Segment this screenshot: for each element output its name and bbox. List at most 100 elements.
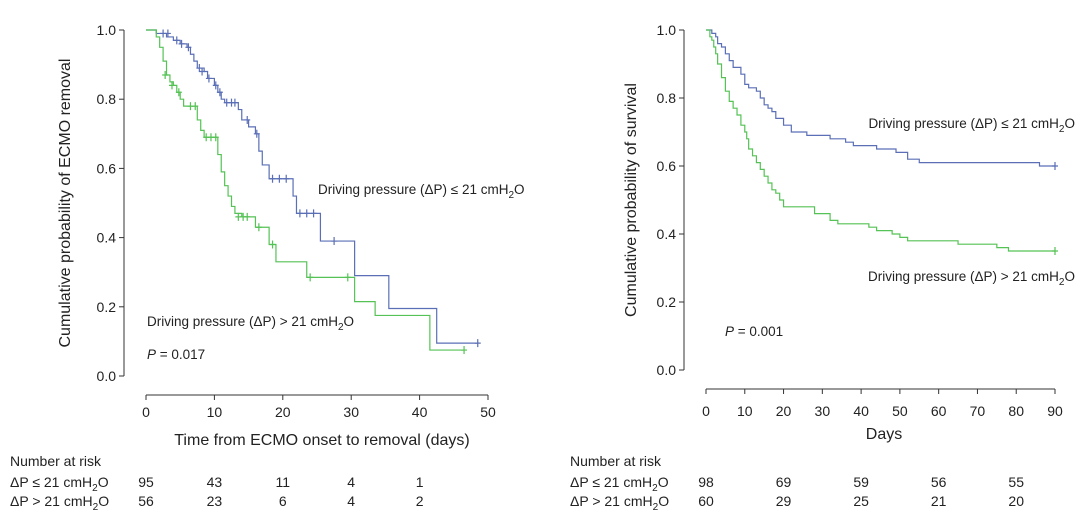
censor-mark bbox=[196, 64, 203, 73]
censor-mark bbox=[164, 29, 171, 38]
y-tick-label: 0.4 bbox=[97, 230, 117, 246]
censor-mark bbox=[212, 133, 219, 142]
risk-value: 29 bbox=[776, 493, 792, 509]
censor-mark bbox=[474, 339, 481, 348]
x-tick-label: 30 bbox=[343, 404, 359, 420]
risk-row-label: ΔP > 21 cmH2O bbox=[570, 493, 669, 513]
x-tick-label: 80 bbox=[1008, 403, 1024, 419]
y-tick-label: 1.0 bbox=[97, 22, 117, 38]
y-tick-label: 0.0 bbox=[657, 362, 677, 378]
risk-table: Number at risk ΔP ≤ 21 cmH2O 98 69 59 56 55 ΔP … bbox=[570, 453, 1024, 513]
censor-mark bbox=[212, 81, 219, 90]
x-tick-label: 90 bbox=[1047, 403, 1063, 419]
risk-table-title: Number at risk bbox=[10, 453, 102, 469]
risk-table-title: Number at risk bbox=[570, 453, 662, 469]
censor-mark bbox=[255, 223, 262, 232]
censor-mark bbox=[461, 346, 468, 355]
y-tick-label: 0.6 bbox=[657, 158, 677, 174]
censor-mark bbox=[162, 70, 169, 79]
risk-value: 98 bbox=[698, 474, 714, 490]
risk-value: 60 bbox=[698, 493, 714, 509]
censor-mark bbox=[192, 102, 199, 111]
risk-value: 69 bbox=[776, 474, 792, 490]
censor-mark bbox=[244, 212, 251, 221]
x-tick-label: 30 bbox=[815, 403, 831, 419]
censor-mark bbox=[168, 81, 175, 90]
censor-mark bbox=[178, 39, 185, 48]
risk-value: 21 bbox=[931, 493, 947, 509]
series-line-1 bbox=[706, 29, 1055, 167]
series-label-1: Driving pressure (ΔP) ≤ 21 cmH2O bbox=[868, 116, 1075, 135]
censor-mark bbox=[1052, 162, 1058, 170]
risk-value: 25 bbox=[853, 493, 869, 509]
risk-value: 1 bbox=[416, 474, 424, 490]
censor-mark bbox=[296, 209, 303, 218]
x-tick-label: 40 bbox=[412, 404, 428, 420]
x-tick-label: 70 bbox=[970, 403, 986, 419]
y-tick-label: 0.8 bbox=[657, 90, 677, 106]
y-tick-label: 1.0 bbox=[657, 22, 677, 38]
censor-mark bbox=[344, 273, 351, 282]
y-tick-label: 0.6 bbox=[97, 160, 117, 176]
risk-value: 2 bbox=[416, 493, 424, 509]
censor-mark bbox=[1052, 247, 1058, 255]
y-tick-label: 0.2 bbox=[97, 299, 117, 315]
y-axis-title: Cumulative probability of survival bbox=[623, 83, 640, 317]
x-tick-label: 20 bbox=[275, 404, 291, 420]
y-tick-label: 0.0 bbox=[97, 368, 117, 384]
x-tick-label: 50 bbox=[892, 403, 908, 419]
x-tick-label: 50 bbox=[480, 404, 496, 420]
y-tick-label: 0.2 bbox=[657, 294, 677, 310]
series-line-2 bbox=[146, 29, 465, 351]
risk-value: 56 bbox=[138, 493, 154, 509]
censor-mark bbox=[216, 88, 223, 97]
x-axis-title: Days bbox=[866, 426, 902, 443]
y-tick-label: 0.4 bbox=[657, 226, 677, 242]
censor-mark bbox=[269, 240, 276, 249]
risk-value: 56 bbox=[931, 474, 947, 490]
censor-mark bbox=[175, 88, 182, 97]
x-axis-title: Time from ECMO onset to removal (days) bbox=[174, 432, 469, 449]
censor-mark bbox=[303, 209, 310, 218]
censor-mark bbox=[276, 174, 283, 183]
censor-mark bbox=[199, 67, 206, 76]
risk-row-label: ΔP ≤ 21 cmH2O bbox=[10, 474, 109, 494]
x-tick-label: 60 bbox=[931, 403, 947, 419]
series-label-1: Driving pressure (ΔP) ≤ 21 cmH2O bbox=[318, 182, 525, 201]
censor-mark bbox=[244, 115, 251, 124]
risk-value: 95 bbox=[138, 474, 154, 490]
censor-mark bbox=[310, 209, 317, 218]
series-line-2 bbox=[706, 29, 1055, 252]
risk-value: 4 bbox=[347, 493, 355, 509]
risk-row-label: ΔP ≤ 21 cmH2O bbox=[570, 474, 669, 494]
km-panel-1: 0.0 0.2 0.4 0.6 0.8 1.0 0 10 20 30 40 50 Time from E… bbox=[10, 22, 525, 513]
censor-mark bbox=[283, 174, 290, 183]
x-tick-label: 20 bbox=[776, 403, 792, 419]
risk-value: 59 bbox=[853, 474, 869, 490]
x-tick-label: 0 bbox=[702, 403, 710, 419]
series-label-2: Driving pressure (ΔP) > 21 cmH2O bbox=[868, 269, 1075, 288]
censor-mark bbox=[231, 98, 238, 107]
censor-mark bbox=[185, 43, 192, 52]
censor-mark bbox=[269, 174, 276, 183]
risk-value: 20 bbox=[1008, 493, 1024, 509]
risk-value: 4 bbox=[347, 474, 355, 490]
censor-mark bbox=[307, 273, 314, 282]
risk-value: 23 bbox=[207, 493, 223, 509]
p-value: P = 0.001 bbox=[725, 324, 783, 339]
censor-mark bbox=[205, 74, 212, 83]
y-tick-label: 0.8 bbox=[97, 91, 117, 107]
risk-value: 55 bbox=[1008, 474, 1024, 490]
risk-value: 43 bbox=[207, 474, 223, 490]
risk-table: Number at risk ΔP ≤ 21 cmH2O 95 43 11 4 1 ΔP > … bbox=[10, 453, 424, 513]
risk-value: 6 bbox=[279, 493, 287, 509]
risk-row-label: ΔP > 21 cmH2O bbox=[10, 493, 109, 513]
x-tick-label: 40 bbox=[853, 403, 869, 419]
series-line-1 bbox=[146, 29, 478, 344]
censor-mark bbox=[173, 36, 180, 45]
censor-mark bbox=[253, 129, 260, 138]
series-label-2: Driving pressure (ΔP) > 21 cmH2O bbox=[147, 314, 354, 333]
x-tick-label: 0 bbox=[142, 404, 150, 420]
x-tick-label: 10 bbox=[207, 404, 223, 420]
